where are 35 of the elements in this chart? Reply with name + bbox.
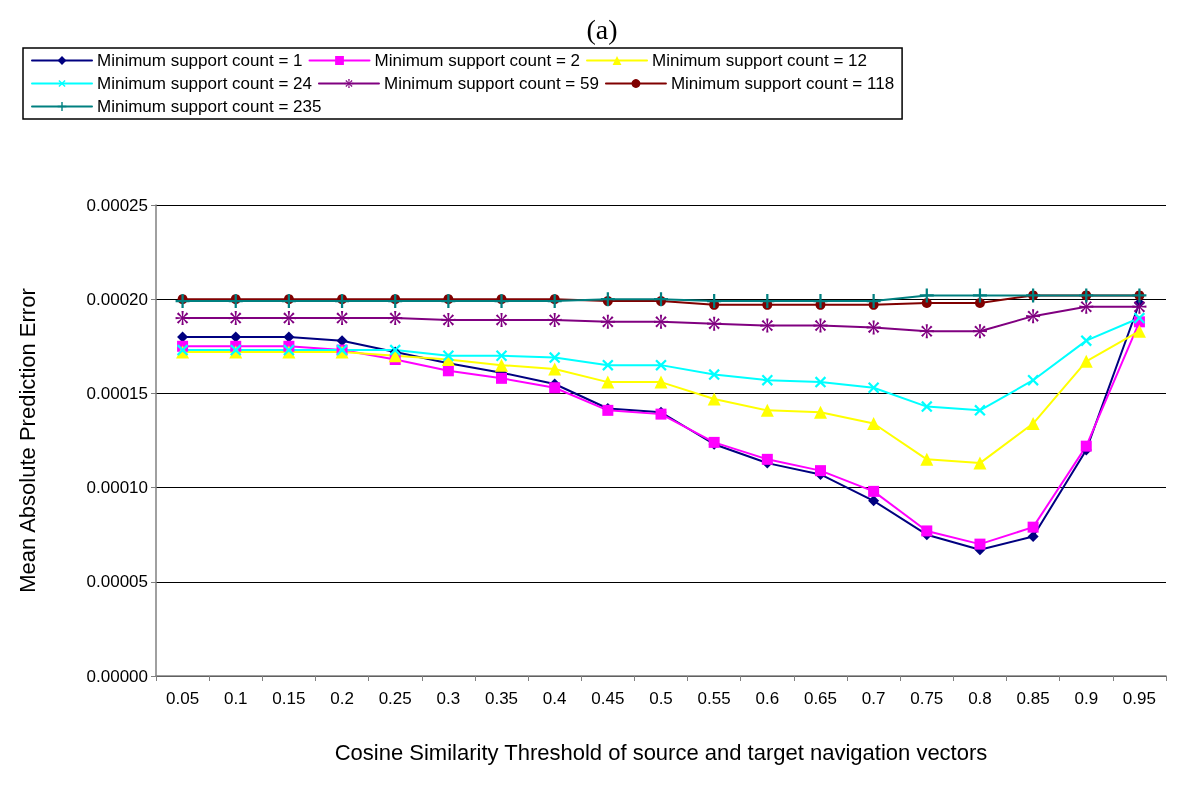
x-axis-title: Cosine Similarity Threshold of source and target navigation vectors (334, 739, 988, 765)
x-tick-label: 0.95 (1122, 689, 1156, 708)
legend-label: Minimum support count = 59 (383, 74, 599, 93)
legend-label: Minimum support count = 1 (97, 51, 303, 70)
legend-label: Minimum support count = 12 (652, 51, 867, 70)
y-axis-title: Mean Absolute Prediction Error (14, 288, 40, 593)
x-tick-label: 0.8 (968, 689, 992, 708)
y-tick-label: 0.00000 (86, 666, 148, 686)
x-tick-label: 0.5 (649, 689, 673, 708)
x-tick-label: 0.75 (910, 689, 944, 708)
chart-title: (a) (586, 13, 618, 45)
x-tick-label: 0.7 (861, 689, 886, 708)
x-tick-label: 0.05 (166, 689, 200, 708)
legend-label: Minimum support count = 118 (670, 74, 895, 93)
x-tick-label: 0.9 (1074, 689, 1099, 708)
x-tick-label: 0.4 (542, 689, 567, 708)
x-tick-label: 0.1 (223, 689, 248, 708)
y-tick-label: 0.00010 (86, 478, 148, 498)
legend-label: Minimum support count = 24 (97, 74, 312, 93)
y-tick-label: 0.00020 (86, 289, 148, 309)
x-tick-label: 0.35 (484, 689, 519, 708)
x-tick-label: 0.85 (1016, 689, 1050, 708)
x-tick-label: 0.3 (436, 689, 461, 708)
y-tick-label: 0.00015 (86, 383, 148, 403)
x-tick-label: 0.45 (591, 689, 625, 708)
x-tick-label: 0.2 (330, 689, 354, 708)
x-tick-label: 0.65 (803, 689, 838, 708)
x-tick-label: 0.15 (272, 689, 306, 708)
x-tick-label: 0.6 (755, 689, 780, 708)
legend-label: Minimum support count = 2 (374, 51, 581, 70)
legend-label: Minimum support count = 235 (97, 97, 322, 116)
y-tick-label: 0.00025 (86, 195, 148, 215)
x-tick-label: 0.25 (378, 689, 412, 708)
x-tick-label: 0.55 (697, 689, 731, 708)
y-tick-label: 0.00005 (86, 572, 148, 592)
